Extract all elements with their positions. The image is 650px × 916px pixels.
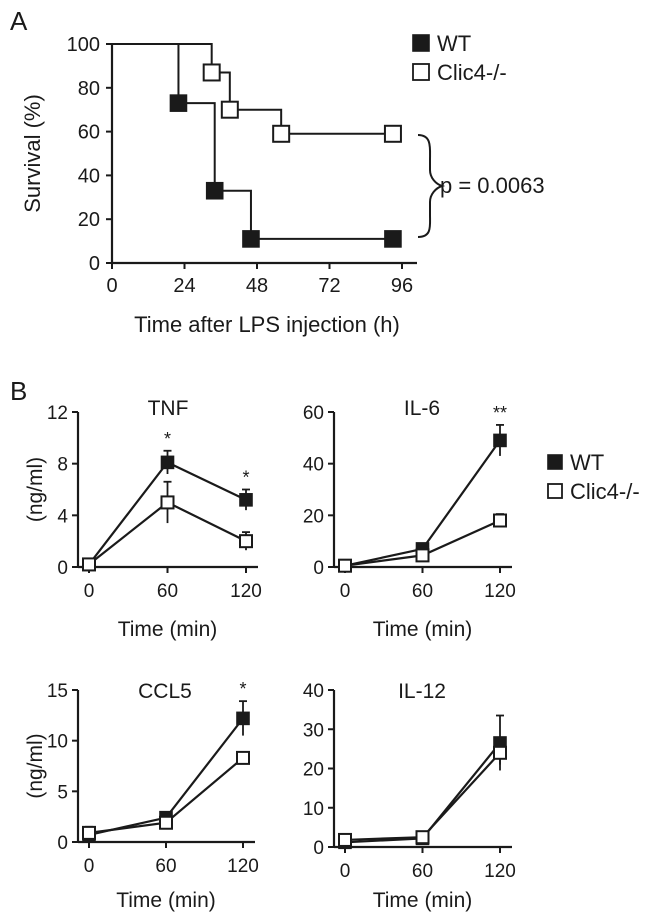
tnf-ko-marker [239, 534, 253, 549]
legend-b-wt-marker [547, 454, 563, 470]
il12-title: IL-12 [398, 680, 446, 703]
il12-ko-marker [338, 832, 352, 847]
tnf-x-tick-label: 120 [230, 581, 262, 602]
il6-y-tick-label: 40 [303, 455, 324, 476]
tnf-significance-marker: * [164, 429, 171, 449]
tnf-y-axis-label: (ng/ml) [24, 457, 47, 522]
il6-significance-marker: ** [493, 403, 507, 423]
a-x-tick-label: 72 [318, 275, 340, 297]
tnf-x-tick-label: 0 [84, 581, 95, 602]
il12-x-axis-label: Time (min) [373, 889, 473, 912]
il6-title: IL-6 [404, 397, 440, 420]
ccl5-y-tick-label: 15 [47, 681, 68, 702]
legend-wt-marker [412, 34, 430, 52]
tnf-wt-marker [239, 493, 253, 507]
a-y-tick-label: 60 [78, 122, 100, 144]
legend-ko-label: Clic4-/- [437, 60, 507, 85]
tnf-title: TNF [148, 397, 189, 420]
p-value-annotation: p = 0.0063 [440, 173, 545, 198]
il6-y-tick-label: 60 [303, 403, 324, 424]
il12-y-tick-label: 0 [313, 838, 324, 859]
tnf-wt-marker [160, 455, 175, 470]
ccl5-x-axis-label: Time (min) [116, 889, 216, 912]
il12-y-tick-label: 20 [303, 760, 324, 781]
tnf-x-tick-label: 60 [157, 581, 178, 602]
ccl5-y-axis-label: (ng/ml) [24, 733, 47, 798]
a-ko-marker [383, 124, 402, 143]
a-ko-survival-curve [112, 43, 393, 135]
legend-b-ko-marker [547, 483, 563, 499]
a-x-tick-label: 0 [106, 275, 117, 297]
ccl5-ko-marker [236, 750, 250, 765]
ccl5-significance-marker: * [239, 679, 246, 699]
a-y-tick-label: 80 [78, 78, 100, 100]
tnf-ko-marker [82, 557, 96, 572]
panel-a-letter: A [10, 6, 28, 36]
il6-x-tick-label: 60 [412, 581, 433, 602]
il12-x-tick-label: 0 [340, 861, 351, 882]
a-wt-marker [169, 94, 188, 112]
panel-a-legend: WT Clic4-/- [412, 31, 507, 85]
ccl5-title: CCL5 [138, 680, 192, 703]
legend-ko-marker [412, 63, 430, 81]
a-ko-marker [272, 124, 291, 143]
il12-x-tick-label: 60 [412, 861, 433, 882]
il6-y-tick-label: 0 [313, 558, 324, 579]
il6-wt-marker [493, 433, 507, 448]
ccl5-x-tick-label: 60 [155, 856, 176, 877]
a-ko-marker [220, 100, 239, 119]
il6-ko-marker [415, 548, 430, 563]
legend-b-wt-label: WT [570, 450, 604, 475]
a-wt-marker [242, 230, 260, 248]
il6-y-tick-label: 20 [303, 506, 324, 527]
il12-y-tick-label: 10 [303, 799, 324, 820]
a-x-axis-label: Time after LPS injection (h) [134, 312, 400, 337]
il12-wt-line [344, 742, 501, 844]
a-wt-survival-curve [112, 43, 393, 240]
a-x-tick-label: 24 [173, 275, 195, 297]
tnf-significance-marker: * [242, 468, 249, 488]
a-y-axis-label: Survival (%) [20, 94, 45, 213]
tnf-y-tick-label: 0 [57, 558, 68, 579]
a-y-tick-label: 100 [67, 34, 100, 56]
ccl5-x-tick-label: 0 [84, 856, 95, 877]
il12-y-tick-label: 40 [303, 681, 324, 702]
il6-ko-marker [493, 513, 507, 528]
p-value-bracket [417, 134, 446, 238]
ccl5-y-tick-label: 5 [57, 782, 68, 803]
il12-x-tick-label: 120 [484, 861, 516, 882]
a-x-tick-label: 96 [391, 275, 413, 297]
ccl5-y-tick-label: 10 [47, 732, 68, 753]
ccl5-y-tick-label: 0 [57, 833, 68, 854]
legend-b-ko-label: Clic4-/- [570, 479, 640, 504]
il6-x-tick-label: 0 [340, 581, 351, 602]
a-y-tick-label: 0 [89, 253, 100, 275]
a-wt-marker [384, 230, 402, 248]
il6-x-axis-label: Time (min) [373, 618, 473, 641]
panel-b-letter: B [10, 376, 27, 406]
il12-ko-marker [415, 830, 430, 845]
il6-x-tick-label: 120 [484, 581, 516, 602]
tnf-y-tick-label: 4 [57, 506, 68, 527]
tnf-y-tick-label: 12 [47, 403, 68, 424]
ccl5-ko-marker [159, 815, 173, 830]
a-y-tick-label: 20 [78, 209, 100, 231]
panel-b-legend: WT Clic4-/- [547, 450, 640, 504]
tnf-y-tick-label: 8 [57, 455, 68, 476]
ccl5-x-tick-label: 120 [227, 856, 259, 877]
a-wt-marker [205, 181, 224, 200]
legend-wt-label: WT [437, 31, 471, 56]
a-ko-marker [202, 63, 221, 82]
il12-y-tick-label: 30 [303, 720, 324, 741]
a-y-tick-label: 40 [78, 165, 100, 187]
ccl5-ko-marker [82, 825, 96, 840]
il12-ko-marker [493, 745, 507, 760]
tnf-ko-marker [160, 495, 175, 510]
il6-ko-marker [338, 558, 352, 573]
il12-ko-line [344, 752, 501, 842]
tnf-x-axis-label: Time (min) [118, 618, 218, 641]
ccl5-wt-marker [236, 711, 250, 726]
a-x-tick-label: 48 [246, 275, 268, 297]
